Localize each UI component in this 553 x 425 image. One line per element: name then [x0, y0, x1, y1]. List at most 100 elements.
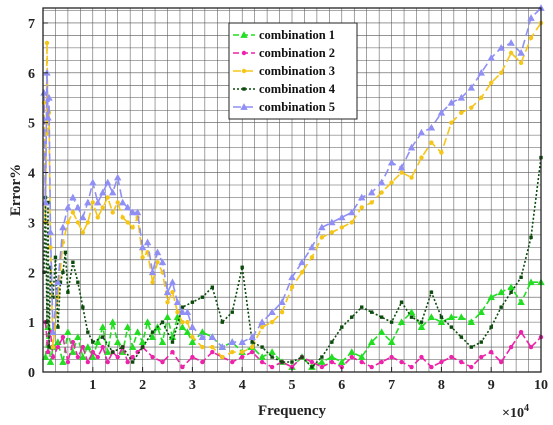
series-layer — [40, 4, 545, 370]
series-4-marker — [459, 335, 464, 339]
series-5-marker — [54, 278, 62, 286]
series-4-marker — [230, 310, 234, 314]
series-5-marker — [94, 198, 102, 206]
series-4-marker — [140, 345, 145, 349]
series-1-marker — [417, 323, 426, 330]
series-3-marker — [110, 210, 115, 215]
series-2-marker — [45, 349, 51, 355]
series-5-marker — [118, 198, 127, 206]
series-5-marker — [69, 193, 77, 201]
series-5-marker — [178, 308, 187, 316]
series-4-marker — [46, 200, 50, 205]
series-4-marker — [509, 290, 513, 294]
legend-swatch-marker — [241, 68, 247, 74]
series-3-marker — [120, 215, 125, 220]
series-3-marker — [180, 319, 185, 325]
series-5-marker — [447, 98, 456, 106]
series-4-marker — [51, 295, 55, 299]
series-3-marker — [185, 319, 190, 325]
series-5-marker — [228, 338, 236, 345]
series-5-marker — [168, 278, 177, 286]
series-1-marker — [163, 313, 172, 321]
x-tick-label: 10 — [534, 378, 548, 393]
series-4-marker — [56, 325, 60, 329]
series-3-marker — [230, 349, 235, 355]
series-3-marker — [80, 230, 86, 235]
y-tick-label: 2 — [28, 266, 35, 281]
series-2-marker — [170, 349, 175, 355]
series-2-marker — [489, 349, 494, 355]
series-1-marker — [497, 288, 505, 296]
legend-label: combination 4 — [259, 82, 336, 96]
series-1-marker — [148, 333, 157, 340]
series-3-line — [43, 22, 542, 358]
series-4-marker — [469, 345, 473, 349]
series-5 — [40, 4, 545, 350]
series-5-marker — [173, 298, 182, 306]
legend-label: combination 2 — [259, 46, 335, 60]
series-1-marker — [447, 313, 456, 321]
series-4-marker — [66, 290, 70, 294]
series-4-marker — [240, 265, 244, 269]
series-4-marker — [529, 235, 533, 240]
x-axis-multiplier-exponent: 4 — [524, 403, 529, 414]
series-5-marker — [113, 173, 122, 181]
series-1-marker — [427, 313, 436, 321]
series-1-marker — [477, 308, 485, 316]
series-3-marker — [528, 35, 534, 41]
series-5-marker — [507, 39, 515, 46]
series-3-marker — [469, 105, 474, 110]
series-4-marker — [91, 340, 95, 344]
series-5-marker — [104, 178, 112, 186]
series-2-marker — [50, 354, 56, 360]
series-1-marker — [517, 298, 525, 306]
series-3-marker — [459, 110, 464, 115]
series-3-marker — [190, 334, 195, 340]
series-2-marker — [349, 354, 354, 360]
series-5-marker — [208, 333, 217, 340]
series-5-marker — [417, 128, 426, 136]
series-2-marker — [210, 349, 215, 355]
series-2-marker — [190, 354, 195, 360]
series-5-marker — [84, 198, 92, 206]
series-2-marker — [269, 364, 275, 370]
series-2-marker — [309, 359, 315, 365]
series-2-marker — [319, 364, 325, 370]
series-2-marker — [125, 359, 130, 365]
series-5-marker — [163, 288, 172, 296]
series-2 — [43, 319, 544, 370]
series-5-marker — [45, 93, 53, 101]
series-3-marker — [409, 175, 414, 180]
series-4-marker — [63, 250, 68, 255]
series-3-marker — [95, 215, 100, 220]
series-2-marker — [479, 354, 484, 360]
series-5-marker — [183, 308, 192, 316]
series-4-marker — [58, 280, 63, 284]
series-3-marker — [90, 200, 96, 205]
x-tick-label: 6 — [338, 378, 345, 393]
series-3-marker — [498, 70, 504, 76]
series-2-marker — [85, 359, 91, 365]
series-4-marker — [61, 270, 65, 274]
series-5-marker — [377, 178, 386, 186]
x-tick-label: 2 — [139, 378, 146, 393]
series-1-marker — [69, 348, 77, 355]
series-1-marker — [367, 338, 376, 345]
series-1-marker — [467, 318, 475, 325]
series-5-marker — [457, 93, 466, 101]
series-2-marker — [60, 334, 66, 340]
series-5-marker — [99, 188, 107, 196]
series-2-marker — [65, 359, 71, 365]
series-4-marker — [330, 340, 334, 344]
series-1-marker — [143, 318, 152, 325]
series-3-marker — [165, 299, 170, 305]
series-1-marker — [128, 343, 137, 350]
series-3-marker — [289, 285, 295, 290]
series-1-marker — [183, 328, 192, 335]
y-tick-label: 0 — [28, 366, 35, 381]
series-3-marker — [339, 225, 344, 230]
series-5-marker — [143, 238, 152, 246]
series-1-marker — [123, 323, 132, 330]
series-5-marker — [367, 188, 376, 196]
